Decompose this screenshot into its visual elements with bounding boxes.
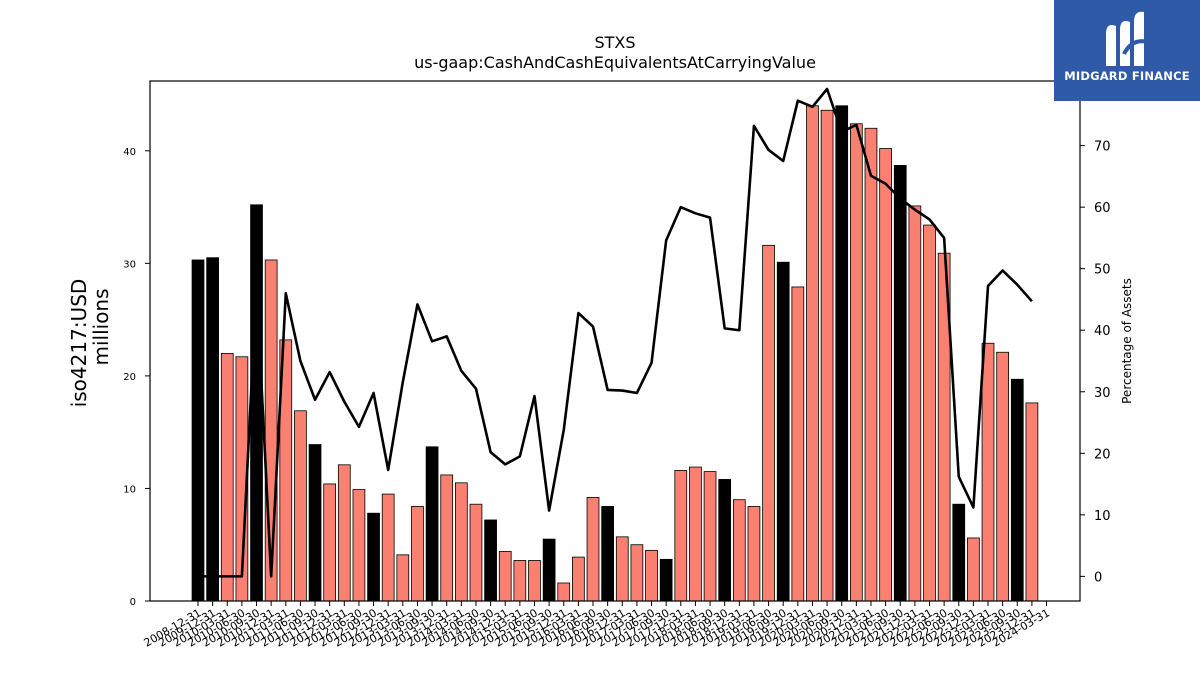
bar-2021-03-31 [864, 127, 878, 602]
y-axis-label-units: millions [89, 288, 113, 365]
bar-2012-12-31 [381, 493, 395, 602]
bar-2018-09-30 [718, 479, 732, 602]
bar-2017-12-31 [674, 470, 688, 602]
bar-2018-06-30 [703, 471, 717, 602]
y-tick-label: 0 [130, 597, 136, 608]
y2-tick-label: 50 [1094, 263, 1111, 278]
bar-2022-03-31 [923, 224, 936, 602]
bar-2017-09-30 [659, 558, 673, 602]
bar-2020-12-31 [850, 123, 863, 602]
bar-2023-06-30 [996, 351, 1010, 602]
bar-2011-12-31 [323, 483, 337, 602]
bar-2018-12-31 [732, 499, 746, 602]
y2-tick-label: 30 [1094, 386, 1111, 401]
bar-2023-09-30 [1010, 378, 1024, 602]
y2-tick-label: 10 [1094, 509, 1111, 524]
y-axis-label: iso4217:USD [67, 279, 91, 408]
bar-2023-03-31 [981, 342, 995, 602]
logo-text: MIDGARD FINANCE [1064, 69, 1190, 83]
bar-2016-12-31 [615, 536, 629, 602]
bar-2012-03-31 [337, 464, 351, 602]
bar-2013-06-30 [411, 506, 424, 602]
y-tick-label: 30 [123, 259, 136, 270]
percentage-line [198, 87, 1033, 578]
y2-tick-label: 40 [1094, 324, 1111, 339]
bar-2018-03-31 [689, 466, 702, 602]
y2-tick-label: 60 [1094, 201, 1111, 216]
bar-2011-09-30 [308, 444, 322, 602]
bar-2019-12-31 [791, 286, 805, 602]
right-y-axis: 01020304050607080 [1080, 78, 1111, 585]
bar-2014-09-30 [484, 519, 497, 602]
bar-2015-06-30 [528, 560, 541, 602]
bar-2020-09-30 [835, 105, 849, 602]
bar-2019-06-30 [762, 244, 775, 602]
bar-2019-03-31 [747, 506, 761, 602]
bar-2014-12-31 [498, 551, 512, 602]
y-tick-label: 20 [123, 372, 136, 383]
bar-2013-12-31 [440, 474, 454, 602]
bar-2020-06-30 [820, 109, 834, 602]
bar-2020-03-31 [806, 105, 819, 602]
bar-2010-12-31 [264, 259, 278, 602]
bar-2013-03-31 [396, 554, 410, 602]
bar-2013-09-30 [425, 446, 439, 602]
bar-2016-06-30 [586, 497, 600, 602]
y2-tick-label: 70 [1094, 140, 1111, 155]
logo-mark-icon [1106, 11, 1149, 66]
bar-2012-09-30 [367, 512, 380, 602]
y2-axis-label: Percentage of Assets [1120, 278, 1134, 404]
midgard-finance-logo: MIDGARD FINANCE [1054, 0, 1200, 101]
bar-2015-12-31 [557, 582, 571, 602]
bar-2010-09-30 [250, 204, 263, 602]
bar-2021-09-30 [893, 165, 907, 602]
bar-2022-09-30 [952, 503, 966, 602]
bar-2017-03-31 [630, 544, 644, 602]
bar-2022-12-31 [967, 537, 980, 602]
bar-2016-09-30 [601, 506, 614, 602]
bar-2009-12-31 [206, 257, 219, 602]
plot-frame [149, 80, 1081, 602]
y2-tick-label: 0 [1094, 570, 1102, 585]
y-tick-label: 10 [123, 484, 136, 495]
chart-title: STXS [594, 33, 635, 52]
bar-2011-06-30 [294, 410, 307, 602]
bar-2016-03-31 [572, 556, 585, 602]
bar-2023-12-31 [1025, 402, 1039, 602]
bar-2008-12-31 [191, 259, 205, 602]
line-series [198, 87, 1033, 578]
bar-2021-12-31 [908, 205, 922, 602]
bar-2014-06-30 [469, 503, 483, 602]
bar-2012-06-30 [352, 489, 366, 602]
bar-2019-09-30 [776, 261, 790, 602]
bar-series [191, 105, 1039, 602]
bar-2017-06-30 [645, 549, 658, 602]
x-axis: 2008-12-312009-12-312010-03-312010-06-30… [142, 601, 1052, 650]
bar-2021-06-30 [879, 148, 892, 602]
bar-2014-03-31 [454, 482, 468, 602]
chart-subtitle: us-gaap:CashAndCashEquivalentsAtCarrying… [414, 53, 816, 72]
y-tick-label: 40 [123, 147, 136, 158]
bar-2015-03-31 [513, 560, 527, 602]
bar-2015-09-30 [542, 538, 556, 602]
bar-2010-03-31 [220, 352, 234, 602]
left-y-axis: 0 10 20 30 40 [123, 147, 150, 608]
y2-tick-label: 20 [1094, 447, 1111, 462]
